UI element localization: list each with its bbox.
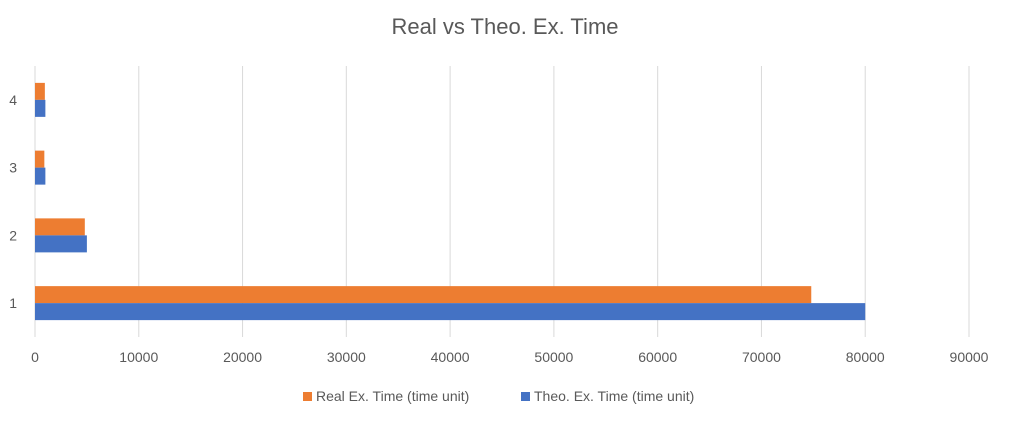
x-tick-label-9: 90000 [950,349,989,365]
x-tick-label-7: 70000 [742,349,781,365]
gridlines [34,66,970,337]
bar-series-0-category-3 [35,150,45,168]
y-tick-label-2: 2 [9,227,17,243]
legend-swatch-0 [303,392,312,401]
bar-series-0-category-1 [35,286,812,304]
legend-label-0: Real Ex. Time (time unit) [316,388,469,404]
x-axis-tick-labels: 0 10000 20000 30000 40000 50000 60000 70000 8000… [31,349,989,365]
y-axis-tick-labels: 1 2 3 4 [9,92,17,311]
bar-series-1-category-3 [35,167,46,185]
y-tick-label-4: 4 [9,92,17,108]
x-tick-label-8: 80000 [846,349,885,365]
x-tick-label-3: 30000 [327,349,366,365]
x-tick-label-0: 0 [31,349,39,365]
x-tick-label-5: 50000 [534,349,573,365]
y-tick-label-1: 1 [9,295,17,311]
bar-series-0-category-2 [35,218,85,236]
bar-series-1-category-2 [35,235,87,253]
bar-series-1-category-1 [35,303,866,321]
x-tick-label-2: 20000 [223,349,262,365]
bars [35,82,866,321]
y-tick-label-3: 3 [9,160,17,176]
legend-label-1: Theo. Ex. Time (time unit) [534,388,694,404]
chart-title: Real vs Theo. Ex. Time [391,14,618,39]
x-tick-label-6: 60000 [638,349,677,365]
x-tick-label-4: 40000 [431,349,470,365]
x-tick-label-1: 10000 [119,349,158,365]
legend: Real Ex. Time (time unit) Theo. Ex. Time … [303,388,694,404]
legend-swatch-1 [521,392,530,401]
bar-series-1-category-4 [35,99,46,117]
bar-series-0-category-4 [35,82,45,100]
